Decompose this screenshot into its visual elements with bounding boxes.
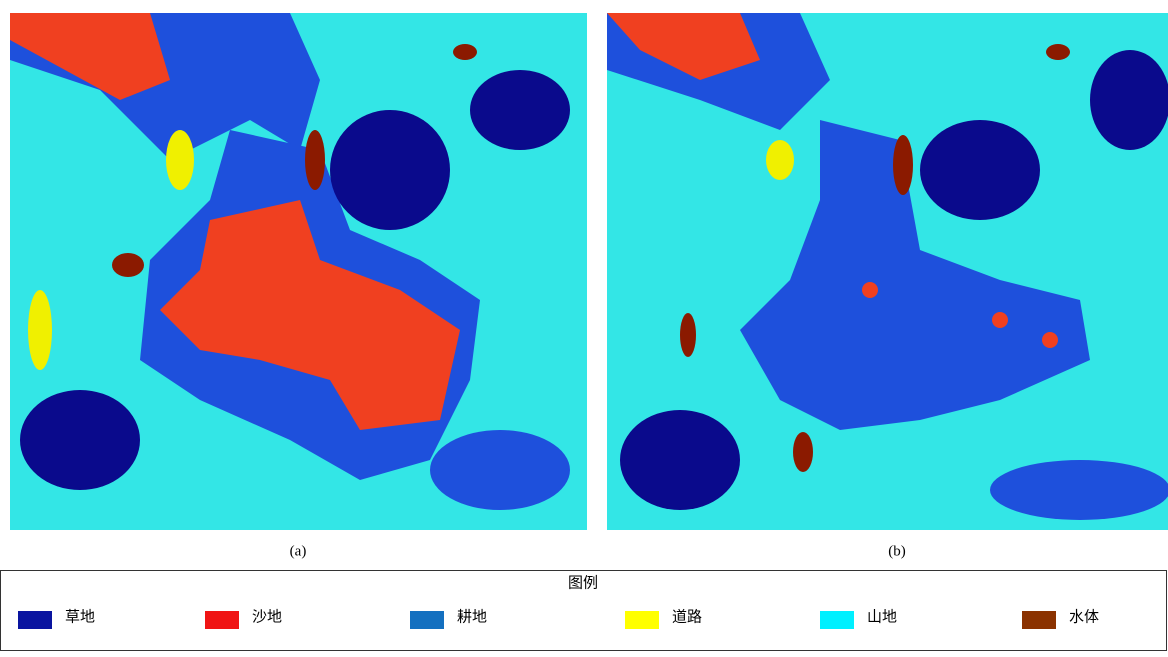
- legend-label: 山地: [867, 608, 897, 625]
- legend-label: 耕地: [457, 607, 487, 625]
- legend-swatch: [625, 611, 659, 629]
- map-b: [607, 13, 1168, 530]
- page: (a) (b) 图例 草地沙地耕地道路山地水体 (() => { const d…: [0, 0, 1168, 657]
- panel-label: (a): [290, 543, 307, 559]
- panel-label: (b): [888, 543, 906, 559]
- figure: (a) (b) 图例 草地 沙地 耕地 道路 山地 水体: [0, 0, 1168, 652]
- legend-title: 图例: [568, 574, 598, 591]
- legend-swatch: [820, 611, 854, 629]
- legend-swatch: [410, 611, 444, 629]
- legend-label: 草地: [65, 608, 95, 625]
- legend-label: 水体: [1069, 608, 1099, 625]
- legend-swatch: [1022, 611, 1056, 629]
- map-a: [10, 13, 587, 530]
- legend-swatch: [205, 611, 239, 629]
- legend-label: 道路: [672, 608, 702, 625]
- legend-swatch: [18, 611, 52, 629]
- legend-label: 沙地: [252, 608, 282, 625]
